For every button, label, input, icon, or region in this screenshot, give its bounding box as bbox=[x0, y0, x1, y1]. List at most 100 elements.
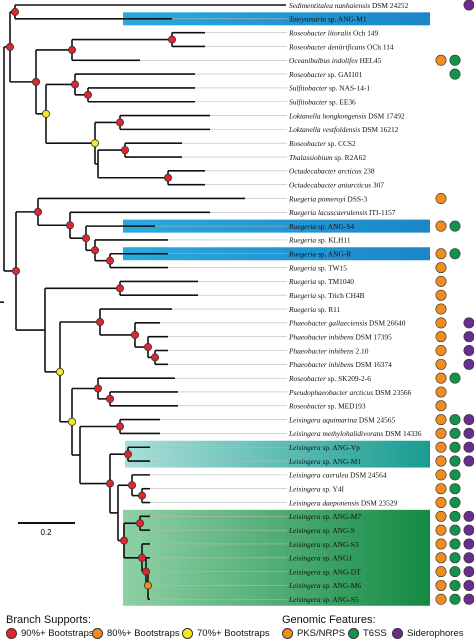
feature-siderophores-dot bbox=[463, 455, 474, 467]
support-node-90 bbox=[150, 353, 159, 362]
feature-pks-dot bbox=[435, 400, 447, 412]
feature-t6ss-dot bbox=[449, 510, 461, 522]
feature-pks-dot bbox=[435, 427, 447, 439]
taxon-label: Leisingera sp. ANG-S3 bbox=[288, 540, 359, 549]
taxon-label: Sulfitobacter sp. NAS-14-1 bbox=[289, 84, 370, 93]
taxon-label: Leisingera daeponensis DSM 23529 bbox=[288, 498, 398, 507]
legend-item-siderophores: Siderophores bbox=[392, 628, 464, 639]
taxon-label: Ruegeria sp. ANG-S4 bbox=[288, 222, 354, 231]
legend-item-pks-nrps: PKS/NRPS bbox=[282, 628, 345, 639]
support-node-90 bbox=[124, 450, 133, 459]
feature-pks-dot bbox=[435, 344, 447, 356]
taxon-label: Leisingera sp. ANG-S bbox=[288, 526, 355, 535]
support-node-90 bbox=[116, 284, 125, 293]
taxon-label: Ruegeria lacuscaerulensis ITI-1157 bbox=[288, 208, 396, 217]
taxon-label: Octadecabacter arcticus 238 bbox=[289, 167, 375, 176]
feature-siderophores-dot bbox=[463, 538, 474, 550]
support-node-80 bbox=[143, 581, 152, 590]
taxon-label: Roseobacter sp. SK209-2-6 bbox=[288, 374, 371, 383]
feature-pks-dot bbox=[435, 483, 447, 495]
support-node-90 bbox=[141, 567, 150, 576]
feature-siderophores-dot bbox=[463, 510, 474, 522]
taxon-label: Phaeobacter inhibens DSM 16374 bbox=[288, 360, 392, 369]
feature-pks-dot bbox=[435, 275, 447, 287]
taxon-label: Octadecabacter antarcticus 307 bbox=[289, 180, 384, 189]
feature-t6ss-dot bbox=[449, 579, 461, 591]
feature-pks-dot bbox=[435, 303, 447, 315]
support-node-90 bbox=[10, 7, 19, 16]
taxon-label: Ruegeria pomeroyi DSS-3 bbox=[288, 194, 367, 203]
yellow-dot-icon bbox=[182, 628, 193, 639]
support-node-70 bbox=[91, 139, 100, 148]
taxon-label: Leisingera sp. ANG-M6 bbox=[288, 581, 361, 590]
legend-label: 90%+ Bootstraps bbox=[21, 628, 94, 639]
feature-pks-dot bbox=[435, 566, 447, 578]
taxon-labels: Sedimentitalea nanhaiensis DSM 24252 Tate… bbox=[288, 1, 422, 604]
feature-pks-dot bbox=[435, 372, 447, 384]
taxon-label: Ruegeria sp. TM1040 bbox=[288, 277, 354, 286]
feature-pks-dot bbox=[435, 552, 447, 564]
legend-label: PKS/NRPS bbox=[297, 628, 346, 639]
orange-dot-icon bbox=[282, 628, 293, 639]
feature-siderophores-dot bbox=[463, 358, 474, 370]
feature-t6ss-dot bbox=[449, 220, 461, 232]
red-dot-icon bbox=[6, 628, 17, 639]
feature-siderophores-dot bbox=[463, 317, 474, 329]
taxon-label: Phaeobacter inhibens DSM 17395 bbox=[288, 332, 392, 341]
feature-t6ss-dot bbox=[449, 524, 461, 536]
leader-lines bbox=[140, 18, 287, 600]
feature-pks-dot bbox=[435, 248, 447, 260]
support-node-70 bbox=[42, 109, 51, 118]
feature-pks-dot bbox=[435, 497, 447, 509]
taxon-label: Leisingera sp. ANG-S5 bbox=[288, 595, 359, 604]
support-node-90 bbox=[96, 317, 105, 326]
feature-markers bbox=[435, 0, 474, 605]
feature-pks-dot bbox=[435, 510, 447, 522]
feature-t6ss-dot bbox=[449, 538, 461, 550]
support-node-90 bbox=[91, 246, 100, 255]
feature-pks-dot bbox=[435, 54, 447, 66]
feature-pks-dot bbox=[435, 220, 447, 232]
support-node-90 bbox=[34, 207, 43, 216]
feature-siderophores-dot bbox=[463, 524, 474, 536]
taxon-label: Leisingera sp. ANG-DT bbox=[288, 567, 361, 576]
taxon-label: Roseobacter sp. GAI101 bbox=[288, 70, 363, 79]
feature-siderophores-dot bbox=[463, 0, 474, 11]
support-node-90 bbox=[106, 479, 115, 488]
support-node-90 bbox=[135, 519, 144, 528]
legend-item-80-bootstraps: 80%+ Bootstraps bbox=[92, 628, 180, 639]
support-node-90 bbox=[11, 266, 20, 275]
feature-pks-dot bbox=[435, 192, 447, 204]
taxon-label: Leisingera methylohalidivorans DSM 14336 bbox=[288, 429, 422, 438]
support-node-90 bbox=[163, 173, 172, 182]
feature-siderophores-dot bbox=[463, 566, 474, 578]
feature-t6ss-dot bbox=[449, 497, 461, 509]
taxon-label: Loktanella hongkongensis DSM 17492 bbox=[288, 111, 405, 120]
feature-pks-dot bbox=[435, 414, 447, 426]
purple-dot-icon bbox=[392, 628, 403, 639]
taxon-label: Phaeobacter gallaeciensis DSM 26640 bbox=[288, 319, 406, 328]
support-node-90 bbox=[66, 221, 75, 230]
scale-bar: 0.2 bbox=[18, 522, 75, 537]
genomic-features-legend-title: Genomic Features: bbox=[282, 614, 376, 626]
phylogenetic-tree: Sedimentitalea nanhaiensis DSM 24252 Tate… bbox=[0, 0, 474, 606]
feature-siderophores-dot bbox=[463, 579, 474, 591]
support-node-90 bbox=[137, 553, 146, 562]
feature-siderophores-dot bbox=[463, 331, 474, 343]
support-node-90 bbox=[106, 256, 115, 265]
taxon-label: Leisingera sp. ANG-M1 bbox=[288, 457, 361, 466]
green-dot-icon bbox=[348, 628, 359, 639]
feature-pks-dot bbox=[435, 524, 447, 536]
support-nodes bbox=[6, 7, 176, 590]
taxon-label: Ruegeria sp. TW15 bbox=[288, 263, 347, 272]
taxon-label: Roseobacter litoralis Och 149 bbox=[288, 28, 379, 37]
legend-item-70-bootstraps: 70%+ Bootstraps bbox=[182, 628, 270, 639]
feature-pks-dot bbox=[435, 593, 447, 605]
taxon-label: Leisingera sp. ANG-M7 bbox=[288, 512, 361, 521]
feature-t6ss-dot bbox=[449, 483, 461, 495]
feature-t6ss-dot bbox=[449, 372, 461, 384]
taxon-label: Leisingera sp. Y4I bbox=[288, 485, 344, 494]
legend-label: 80%+ Bootstraps bbox=[107, 628, 180, 639]
taxon-label: Leisingera caerulea DSM 24564 bbox=[288, 471, 387, 480]
support-node-90 bbox=[71, 80, 80, 89]
